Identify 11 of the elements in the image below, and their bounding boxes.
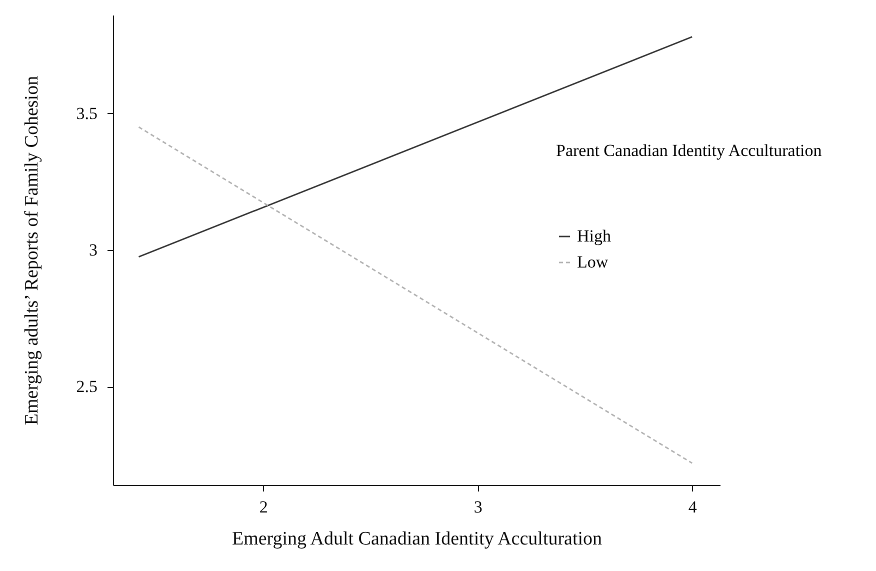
y-tick-label: 3 (89, 240, 98, 260)
legend-label: Low (577, 252, 609, 272)
y-tick-label: 3.5 (76, 104, 98, 123)
y-tick-label: 2.5 (76, 377, 98, 396)
x-tick-label: 4 (688, 498, 698, 516)
x-tick-label: 2 (259, 498, 268, 516)
x-tick-label: 3 (474, 498, 482, 516)
legend-label: High (577, 226, 612, 246)
y-axis-title: Emerging adults’ Reports of Family Cohesion (21, 75, 42, 426)
x-axis-title: Emerging Adult Canadian Identity Acculturation (232, 528, 603, 550)
legend-title: Parent Canadian Identity Acculturation (556, 141, 822, 160)
